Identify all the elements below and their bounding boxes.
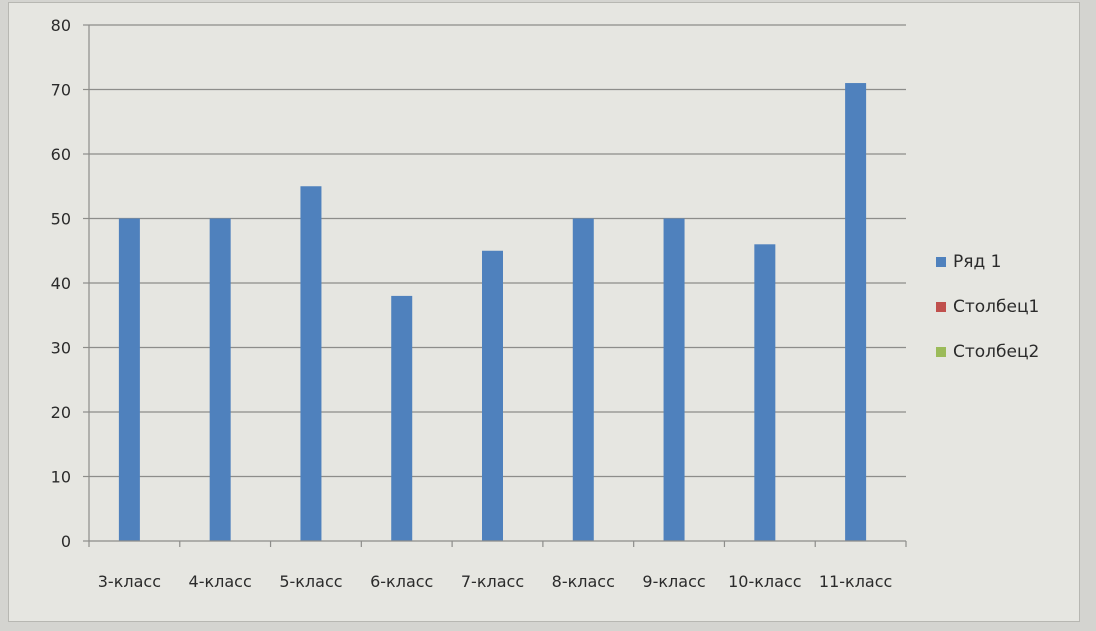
- y-tick-label: 0: [61, 532, 71, 551]
- bars: [118, 83, 867, 542]
- y-tick-label: 20: [51, 403, 71, 422]
- bar: [754, 244, 776, 542]
- bar: [300, 186, 322, 541]
- legend-label: Ряд 1: [953, 252, 1001, 272]
- x-tick-labels: 3-класс 4-класс 5-класс 6-класс 7-класс 8-кла…: [98, 572, 893, 591]
- x-tick-label: 6-класс: [370, 572, 433, 591]
- bar: [209, 218, 231, 541]
- legend-swatch: [936, 347, 946, 357]
- x-tick-label: 8-класс: [552, 572, 615, 591]
- legend-label: Столбец2: [953, 342, 1039, 362]
- axes: [83, 24, 907, 547]
- bar: [482, 250, 503, 541]
- legend-swatch: [936, 257, 946, 267]
- y-tick-label: 80: [51, 16, 71, 35]
- legend-label: Столбец1: [953, 297, 1039, 317]
- x-tick-label: 10-класс: [728, 572, 801, 591]
- y-tick-label: 10: [51, 468, 71, 487]
- x-tick-label: 3-класс: [98, 572, 161, 591]
- bar-chart: 0 10 20 30 40 50 60 70 80 3-класс 4-класс 5-класс 6…: [51, 16, 1040, 591]
- bar: [572, 218, 594, 541]
- y-tick-label: 40: [51, 274, 71, 293]
- x-tick-label: 11-класс: [819, 572, 892, 591]
- x-tick-label: 5-класс: [279, 572, 342, 591]
- legend: Ряд 1 Столбец1 Столбец2: [936, 252, 1039, 362]
- y-tick-label: 60: [51, 145, 71, 164]
- y-tick-label: 50: [51, 210, 71, 229]
- x-tick-label: 9-класс: [642, 572, 705, 591]
- bar: [118, 218, 140, 541]
- bar: [845, 83, 867, 542]
- x-tick-label: 4-класс: [189, 572, 252, 591]
- bar: [663, 218, 685, 541]
- y-tick-label: 30: [51, 339, 71, 358]
- y-tick-labels: 0 10 20 30 40 50 60 70 80: [51, 16, 71, 551]
- y-tick-label: 70: [51, 81, 71, 100]
- legend-swatch: [936, 302, 946, 312]
- bar: [391, 295, 413, 541]
- chart-frame: 0 10 20 30 40 50 60 70 80 3-класс 4-класс 5-класс 6…: [8, 2, 1080, 622]
- x-tick-label: 7-класс: [461, 572, 524, 591]
